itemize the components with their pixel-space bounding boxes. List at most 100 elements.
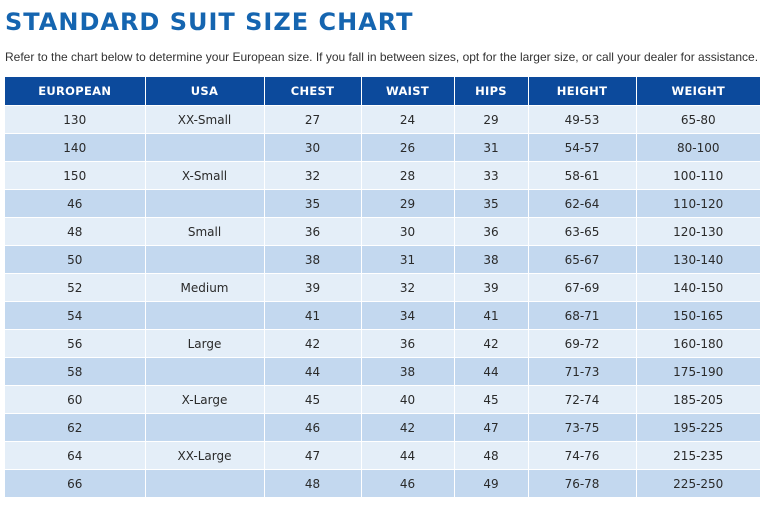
cell-weight: 185-205 [636,385,760,414]
table-row: 64 XX-Large 47 44 48 74-76 215-235 [5,441,760,470]
table-row: 52 Medium 39 32 39 67-69 140-150 [5,273,760,302]
cell-waist: 30 [361,217,455,246]
cell-european: 58 [5,357,146,386]
cell-chest: 45 [264,385,362,414]
cell-usa [145,133,265,162]
cell-weight: 195-225 [636,413,760,442]
cell-usa: Large [145,329,265,358]
cell-usa: XX-Large [145,441,265,470]
cell-waist: 42 [361,413,455,442]
cell-chest: 27 [264,105,362,134]
cell-european: 60 [5,385,146,414]
cell-usa [145,189,265,218]
cell-european: 62 [5,413,146,442]
table-row: 46 35 29 35 62-64 110-120 [5,189,760,218]
cell-usa [145,357,265,386]
cell-waist: 32 [361,273,455,302]
cell-hips: 45 [454,385,529,414]
cell-height: 72-74 [528,385,637,414]
cell-waist: 24 [361,105,455,134]
cell-chest: 32 [264,161,362,190]
header-row: EUROPEAN USA CHEST WAIST HIPS HEIGHT WEI… [5,77,760,106]
table-row: 48 Small 36 30 36 63-65 120-130 [5,217,760,246]
table-row: 130 XX-Small 27 24 29 49-53 65-80 [5,105,760,134]
size-chart-table: EUROPEAN USA CHEST WAIST HIPS HEIGHT WEI… [5,77,760,497]
cell-waist: 26 [361,133,455,162]
cell-height: 49-53 [528,105,637,134]
cell-weight: 150-165 [636,301,760,330]
cell-hips: 39 [454,273,529,302]
header-weight: WEIGHT [636,77,760,106]
cell-weight: 175-190 [636,357,760,386]
cell-european: 130 [5,105,146,134]
header-waist: WAIST [361,77,455,106]
cell-height: 69-72 [528,329,637,358]
cell-weight: 215-235 [636,441,760,470]
cell-height: 62-64 [528,189,637,218]
intro-text: Refer to the chart below to determine yo… [5,50,759,64]
table-row: 58 44 38 44 71-73 175-190 [5,357,760,386]
table-row: 50 38 31 38 65-67 130-140 [5,245,760,274]
cell-usa: X-Small [145,161,265,190]
cell-chest: 36 [264,217,362,246]
cell-usa [145,301,265,330]
cell-hips: 36 [454,217,529,246]
cell-height: 74-76 [528,441,637,470]
cell-waist: 34 [361,301,455,330]
header-hips: HIPS [454,77,529,106]
cell-european: 56 [5,329,146,358]
cell-weight: 80-100 [636,133,760,162]
cell-weight: 100-110 [636,161,760,190]
cell-hips: 29 [454,105,529,134]
table-row: 66 48 46 49 76-78 225-250 [5,469,760,497]
cell-waist: 29 [361,189,455,218]
cell-height: 65-67 [528,245,637,274]
cell-chest: 41 [264,301,362,330]
table-row: 54 41 34 41 68-71 150-165 [5,301,760,330]
cell-waist: 31 [361,245,455,274]
cell-european: 140 [5,133,146,162]
cell-hips: 41 [454,301,529,330]
cell-usa [145,245,265,274]
cell-hips: 49 [454,469,529,497]
cell-european: 48 [5,217,146,246]
table-row: 140 30 26 31 54-57 80-100 [5,133,760,162]
cell-usa [145,413,265,442]
table-row: 60 X-Large 45 40 45 72-74 185-205 [5,385,760,414]
cell-weight: 225-250 [636,469,760,497]
cell-hips: 35 [454,189,529,218]
cell-hips: 31 [454,133,529,162]
header-height: HEIGHT [528,77,637,106]
cell-weight: 120-130 [636,217,760,246]
table-row: 56 Large 42 36 42 69-72 160-180 [5,329,760,358]
cell-weight: 160-180 [636,329,760,358]
cell-waist: 28 [361,161,455,190]
cell-height: 76-78 [528,469,637,497]
cell-weight: 65-80 [636,105,760,134]
cell-height: 54-57 [528,133,637,162]
cell-european: 66 [5,469,146,497]
cell-weight: 110-120 [636,189,760,218]
cell-hips: 48 [454,441,529,470]
cell-chest: 42 [264,329,362,358]
cell-usa: XX-Small [145,105,265,134]
cell-waist: 46 [361,469,455,497]
cell-height: 68-71 [528,301,637,330]
cell-height: 71-73 [528,357,637,386]
table-row: 150 X-Small 32 28 33 58-61 100-110 [5,161,760,190]
cell-height: 67-69 [528,273,637,302]
cell-hips: 38 [454,245,529,274]
cell-chest: 38 [264,245,362,274]
cell-chest: 46 [264,413,362,442]
cell-weight: 130-140 [636,245,760,274]
cell-european: 46 [5,189,146,218]
cell-chest: 47 [264,441,362,470]
cell-chest: 35 [264,189,362,218]
cell-usa [145,469,265,497]
cell-height: 58-61 [528,161,637,190]
cell-european: 50 [5,245,146,274]
cell-waist: 38 [361,357,455,386]
cell-height: 63-65 [528,217,637,246]
cell-chest: 48 [264,469,362,497]
cell-european: 150 [5,161,146,190]
